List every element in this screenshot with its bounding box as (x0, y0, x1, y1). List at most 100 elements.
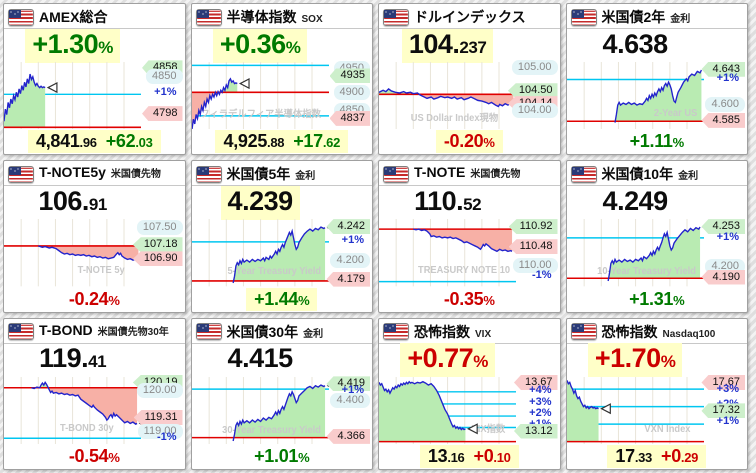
chart-canvas: VXN Index (566, 376, 704, 444)
chart-canvas: 30-Year Treasury Yield (191, 376, 329, 444)
main-value: 110.52 (407, 186, 488, 220)
market-card-sox[interactable]: 半導体指数 SOX +0.36% フィラデルフィア半導体指数 4950 4935 4900 4… (190, 3, 373, 156)
change-segment: 13.16 (428, 446, 465, 467)
index-title: T-NOTE5y (39, 164, 106, 181)
index-subtitle: 金利 (678, 171, 699, 183)
main-value-number: 4.249 (602, 185, 669, 216)
index-subtitle: Nasdaq100 (662, 328, 716, 340)
market-card-us5y[interactable]: 米国債5年 金利 4.239 5-Year Treasury Yield 4.242 +1… (190, 160, 373, 313)
price-line (606, 226, 701, 282)
us-flag-icon (570, 8, 597, 26)
market-card-tbond[interactable]: T-BOND 米国債先物30年 119.41 T-BOND 30y 120.19 120.… (3, 317, 186, 470)
chart-level-tag: 4.600 (705, 96, 745, 112)
change-sub: .88 (267, 135, 285, 151)
chart-level-tag: 13.12 (513, 423, 558, 439)
chart-canvas: T-BOND 30y (4, 376, 142, 444)
chart-level-tag: 4935 (329, 68, 370, 84)
change-sub: % (673, 292, 685, 308)
big-value-row: 110.52 (379, 186, 516, 219)
index-title: 米国債5年 (226, 166, 291, 183)
current-price-marker-icon (599, 402, 611, 414)
change-main: +1.01 (254, 445, 299, 466)
card-header: T-BOND 米国債先物30年 (4, 319, 185, 344)
price-line (4, 73, 46, 122)
market-card-us10y[interactable]: 米国債10年 金利 4.249 10-Year Treasury Yield 4.253… (565, 160, 748, 313)
current-price-marker-icon (467, 422, 478, 435)
change-sub: .03 (135, 135, 153, 151)
card-header: 米国債30年 金利 (191, 319, 372, 344)
change-row: 4,925.88 +17.62 (192, 129, 373, 154)
card-header: 米国債10年 金利 (566, 161, 747, 187)
main-value-number: 106. (38, 185, 89, 216)
us-flag-icon (8, 8, 34, 26)
chart-canvas: フィラデルフィア半導体指数 (191, 62, 329, 130)
index-title: ドルインデックス (414, 9, 526, 25)
chart-canvas: VIX指数 (379, 376, 517, 444)
intraday-chart: 2-Year US 4.643 +1% 4.600 4.585 (566, 61, 748, 130)
price-line (31, 380, 138, 425)
current-price-marker-icon (238, 77, 250, 90)
big-value-row: +1.70% (567, 343, 704, 378)
change-main: 13 (427, 445, 448, 466)
change-segment: +1.01% (254, 445, 310, 467)
main-value-number: 104. (408, 28, 460, 59)
change-sub: % (108, 449, 120, 465)
big-value-row: +1.30% (4, 28, 141, 63)
index-subtitle: VIX (475, 328, 492, 340)
intraday-chart: フィラデルフィア半導体指数 4950 4935 4900 4850 4837 (191, 61, 373, 130)
market-card-us30y[interactable]: 米国債30年 金利 4.415 30-Year Treasury Yield 4.419… (190, 317, 373, 470)
main-value: 4.638 (596, 29, 675, 63)
change-row: -0.24% (4, 287, 185, 312)
change-values: 4,925.88 +17.62 (215, 130, 349, 154)
change-sub: % (298, 449, 310, 465)
chart-level-tag: 4.179 (326, 271, 370, 287)
market-card-dollar-index[interactable]: ドルインデックス 104.237 US Dollar Index現物 105.00 10… (378, 3, 561, 156)
market-card-tnote5y[interactable]: T-NOTE5y 米国債先物 106.91 T-NOTE 5y 107.50 107.18… (3, 160, 186, 313)
chart-level-tag: 107.18 (132, 237, 183, 253)
us-flag-icon (8, 323, 34, 341)
chart-level-tag: +4% (529, 384, 552, 397)
index-subtitle: 米国債先物 (470, 169, 521, 181)
intraday-chart: 10-Year Treasury Yield 4.253 +1% 4.200 4.190 (566, 219, 748, 287)
chart-level-tag: +3% (716, 383, 739, 396)
index-title: T-BOND (39, 321, 93, 338)
chart-level-tag: 104.50 (507, 83, 558, 99)
chart-watermark: VXN Index (644, 424, 691, 435)
main-value-number: +1.70 (594, 343, 661, 374)
chart-level-tag: +1% (716, 71, 739, 84)
change-sub: % (298, 292, 310, 308)
chart-level-tag: 4.200 (330, 252, 370, 268)
chart-level-tag: 110.92 (508, 219, 558, 235)
change-sub: .33 (634, 449, 652, 465)
market-card-us2y[interactable]: 米国債2年 金利 4.638 2-Year US 4.643 +1% 4.600 4.585 +… (565, 3, 748, 156)
chart-level-tag: +1% (716, 230, 739, 243)
index-subtitle: 米国債先物30年 (97, 326, 169, 338)
change-row: +1.31% (567, 287, 748, 312)
chart-level-tag: -1% (531, 268, 552, 281)
market-card-amex[interactable]: AMEX総合 +1.30% 4858 4850 +1% 4798 4,841.96 +62.0… (3, 3, 186, 156)
index-subtitle: SOX (301, 14, 323, 25)
market-card-vix[interactable]: 恐怖指数VIX+0.77%VIX指数13.67+4%+3%+2%+1%13.12… (378, 317, 561, 470)
main-value: 119.41 (32, 343, 113, 377)
change-main: +1.44 (254, 288, 299, 309)
change-segment: +0.29 (661, 446, 698, 467)
change-segment: 4,925.88 (223, 131, 284, 152)
chart-level-tag: +1% (341, 233, 364, 246)
change-values: +1.11% (622, 130, 692, 153)
big-value-row: 4.239 (192, 185, 329, 220)
index-subtitle: 金利 (303, 328, 324, 340)
price-line (191, 77, 238, 130)
chart-level-tag: 110.00 (512, 258, 558, 274)
change-sub: % (483, 292, 495, 308)
big-value-row: 119.41 (4, 343, 141, 377)
chart-watermark: 10-Year Treasury Yield (597, 266, 696, 277)
main-value-number: 119. (39, 343, 89, 374)
change-main: -0.24 (68, 288, 109, 309)
index-title: T-NOTE (414, 164, 466, 181)
change-row: +1.11% (567, 129, 748, 154)
change-values: +1.44% (246, 287, 318, 311)
change-main: -0.54 (68, 445, 109, 466)
market-card-tnote10[interactable]: T-NOTE 米国債先物 110.52 TREASURY NOTE 10 110.92 1… (378, 160, 561, 313)
